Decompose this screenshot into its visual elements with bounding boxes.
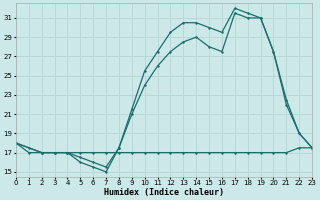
X-axis label: Humidex (Indice chaleur): Humidex (Indice chaleur) [104, 188, 224, 197]
